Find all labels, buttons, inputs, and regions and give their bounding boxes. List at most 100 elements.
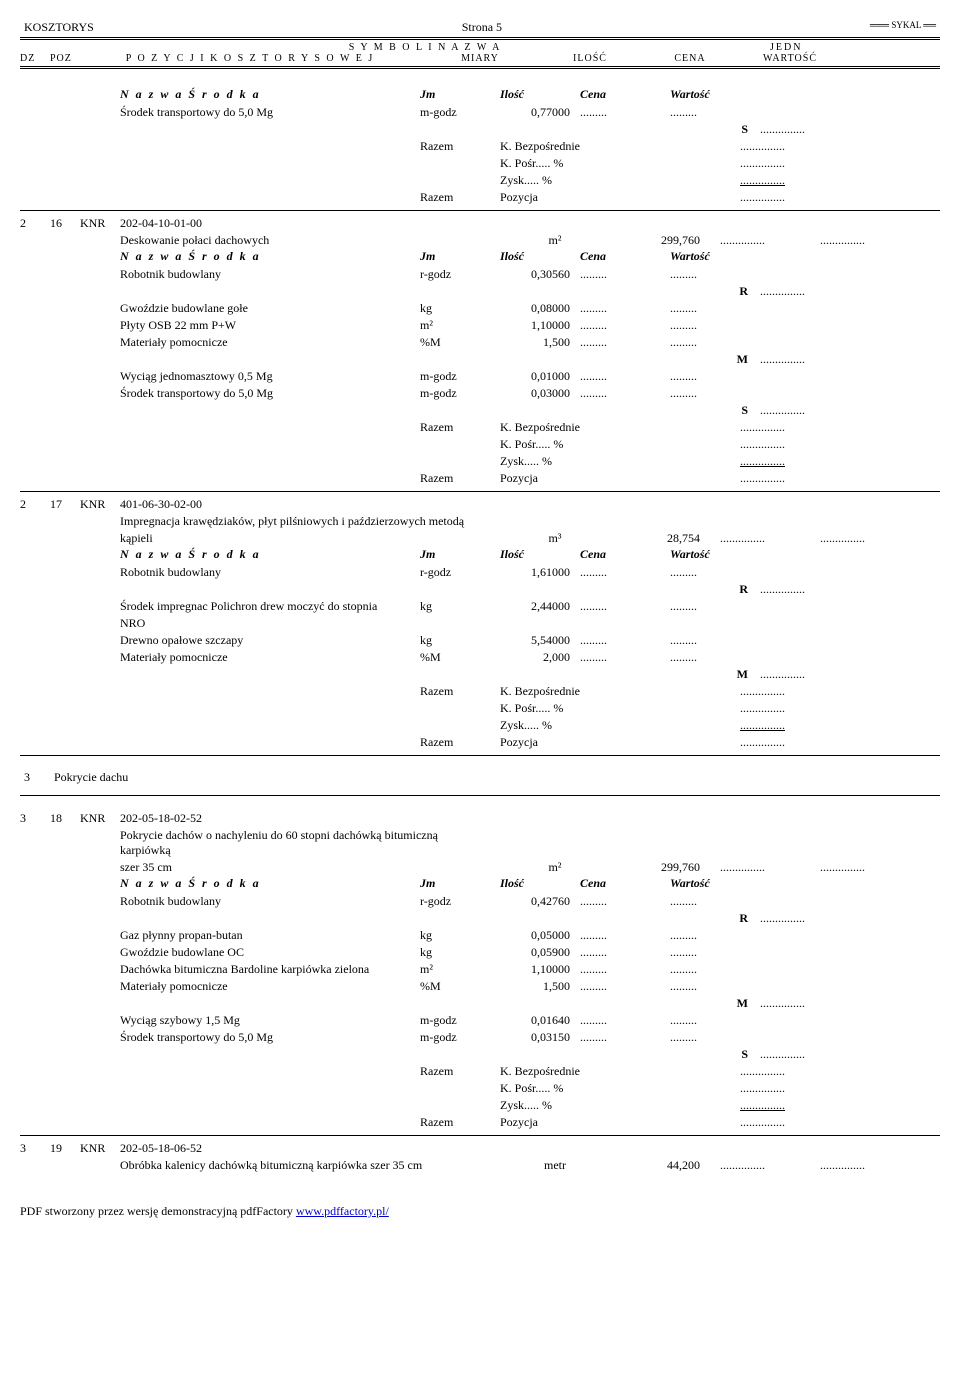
razem-left — [420, 156, 500, 171]
razem-mid: K. Bezpośrednie — [500, 684, 720, 699]
razem-row: K. Pośr..... %............... — [20, 436, 940, 453]
item-qty: 44,200 — [620, 1158, 720, 1173]
razem-mid: Pozycja — [500, 190, 720, 205]
razem-dots: ............... — [720, 1064, 850, 1079]
row-cena: ......... — [580, 633, 670, 648]
rms-label: S — [670, 122, 760, 137]
item-desc: Obróbka kalenicy dachówką bitumiczną kar… — [120, 1158, 490, 1173]
razem-dots: ............... — [720, 735, 850, 750]
razem-left: Razem — [420, 471, 500, 486]
block-continuation: N a z w a Ś r o d k a Jm Ilość Cena Wart… — [20, 87, 940, 206]
rms-dots: ............... — [760, 122, 850, 137]
row-jm: kg — [420, 945, 500, 960]
row-jm: kg — [420, 599, 500, 614]
data-row: Gaz płynny propan-butankg0,05000........… — [20, 927, 940, 944]
row-jm: %M — [420, 650, 500, 665]
item-cena: ............... — [720, 531, 820, 546]
code: 202-05-18-02-52 — [120, 811, 490, 826]
razem-row: RazemPozycja............... — [20, 189, 940, 206]
razem-row: RazemK. Bezpośrednie............... — [20, 683, 940, 700]
rms-label: S — [670, 403, 760, 418]
row-cena: ......... — [580, 301, 670, 316]
data-row: Drewno opałowe szczapykg5,54000.........… — [20, 632, 940, 649]
row-name: Gaz płynny propan-butan — [120, 928, 420, 943]
col-dz: DZ — [20, 53, 50, 64]
col-ilosc: ILOŚĆ — [540, 53, 640, 64]
data-row: Płyty OSB 22 mm P+Wm²1,10000............… — [20, 317, 940, 334]
sub-wartosc: Wartość — [670, 547, 760, 562]
razem-dots: ............... — [720, 471, 850, 486]
row-cena: ......... — [580, 335, 670, 350]
razem-dots: ............... — [720, 1098, 850, 1113]
code: 202-05-18-06-52 — [120, 1141, 490, 1156]
item-cena: ............... — [720, 1158, 820, 1173]
rms-row: M............... — [20, 351, 940, 368]
item-qty: 299,760 — [620, 860, 720, 875]
row-qty: 0,30560 — [500, 267, 580, 282]
row-cena: ......... — [580, 386, 670, 401]
razem-mid: K. Bezpośrednie — [500, 420, 720, 435]
razem-dots: ............... — [720, 173, 850, 188]
razem-left — [420, 718, 500, 733]
col-wartosc: WARTOŚĆ — [740, 53, 840, 64]
dz: 2 — [20, 216, 50, 231]
razem-mid: K. Pośr..... % — [500, 156, 720, 171]
row-name: Robotnik budowlany — [120, 565, 420, 580]
sub-ilosc: Ilość — [500, 876, 580, 891]
row-name: Materiały pomocnicze — [120, 650, 420, 665]
knr: KNR — [80, 216, 120, 231]
col-jedn: JEDN — [770, 42, 940, 53]
rms-dots: ............... — [760, 284, 850, 299]
data-row: Dachówka bitumiczna Bardoline karpiówka … — [20, 961, 940, 978]
footer-link[interactable]: www.pdffactory.pl/ — [296, 1204, 389, 1218]
page-number: Strona 5 — [94, 20, 870, 35]
razem-mid: Zysk..... % — [500, 718, 720, 733]
row-qty: 0,03000 — [500, 386, 580, 401]
item-17: 2 17 KNR 401-06-30-02-00 Impregnacja kra… — [20, 496, 940, 751]
row-cena: ......... — [580, 267, 670, 282]
row-name: Robotnik budowlany — [120, 267, 420, 282]
row-wart: ......... — [670, 979, 760, 994]
razem-dots: ............... — [720, 1115, 850, 1130]
razem-mid: Pozycja — [500, 735, 720, 750]
razem-dots: ............... — [720, 684, 850, 699]
razem-mid: Pozycja — [500, 471, 720, 486]
row-jm — [420, 616, 500, 631]
row-qty: 0,05000 — [500, 928, 580, 943]
row-name: Robotnik budowlany — [120, 894, 420, 909]
row-cena: ......... — [580, 599, 670, 614]
sub-nazwa: N a z w a Ś r o d k a — [120, 876, 420, 891]
knr: KNR — [80, 1141, 120, 1156]
row-qty: 5,54000 — [500, 633, 580, 648]
row-qty: 1,61000 — [500, 565, 580, 580]
razem-left: Razem — [420, 420, 500, 435]
poz: 19 — [50, 1141, 80, 1156]
razem-row: K. Pośr..... %............... — [20, 700, 940, 717]
sub-cena: Cena — [580, 876, 670, 891]
razem-row: Zysk..... %............... — [20, 453, 940, 470]
data-row: Wyciąg szybowy 1,5 Mgm-godz0,01640......… — [20, 1012, 940, 1029]
row-wart: ......... — [670, 318, 760, 333]
poz: 17 — [50, 497, 80, 512]
row-jm: %M — [420, 979, 500, 994]
row-name: Wyciąg szybowy 1,5 Mg — [120, 1013, 420, 1028]
brand-text: SYKAL — [891, 20, 921, 30]
row-jm: m-godz — [420, 1013, 500, 1028]
footer-text: PDF stworzony przez wersję demonstracyjn… — [20, 1204, 296, 1218]
razem-left — [420, 1081, 500, 1096]
razem-dots: ............... — [720, 156, 850, 171]
razem-mid: Zysk..... % — [500, 454, 720, 469]
sub-jm: Jm — [420, 547, 500, 562]
row-wart: ......... — [670, 335, 760, 350]
sub-jm: Jm — [420, 249, 500, 264]
row-jm: kg — [420, 301, 500, 316]
item-desc: Impregnacja krawędziaków, płyt pilśniowy… — [120, 514, 490, 529]
item-qty: 299,760 — [620, 233, 720, 248]
item-desc: Pokrycie dachów o nachyleniu do 60 stopn… — [120, 828, 490, 858]
data-row: Środek transportowy do 5,0 Mgm-godz0,030… — [20, 385, 940, 402]
doc-title: KOSZTORYS — [24, 20, 94, 35]
divider-thin — [20, 755, 940, 756]
divider-thin — [20, 491, 940, 492]
rms-row: S............... — [20, 1046, 940, 1063]
col-miary: MIARY — [420, 53, 540, 64]
